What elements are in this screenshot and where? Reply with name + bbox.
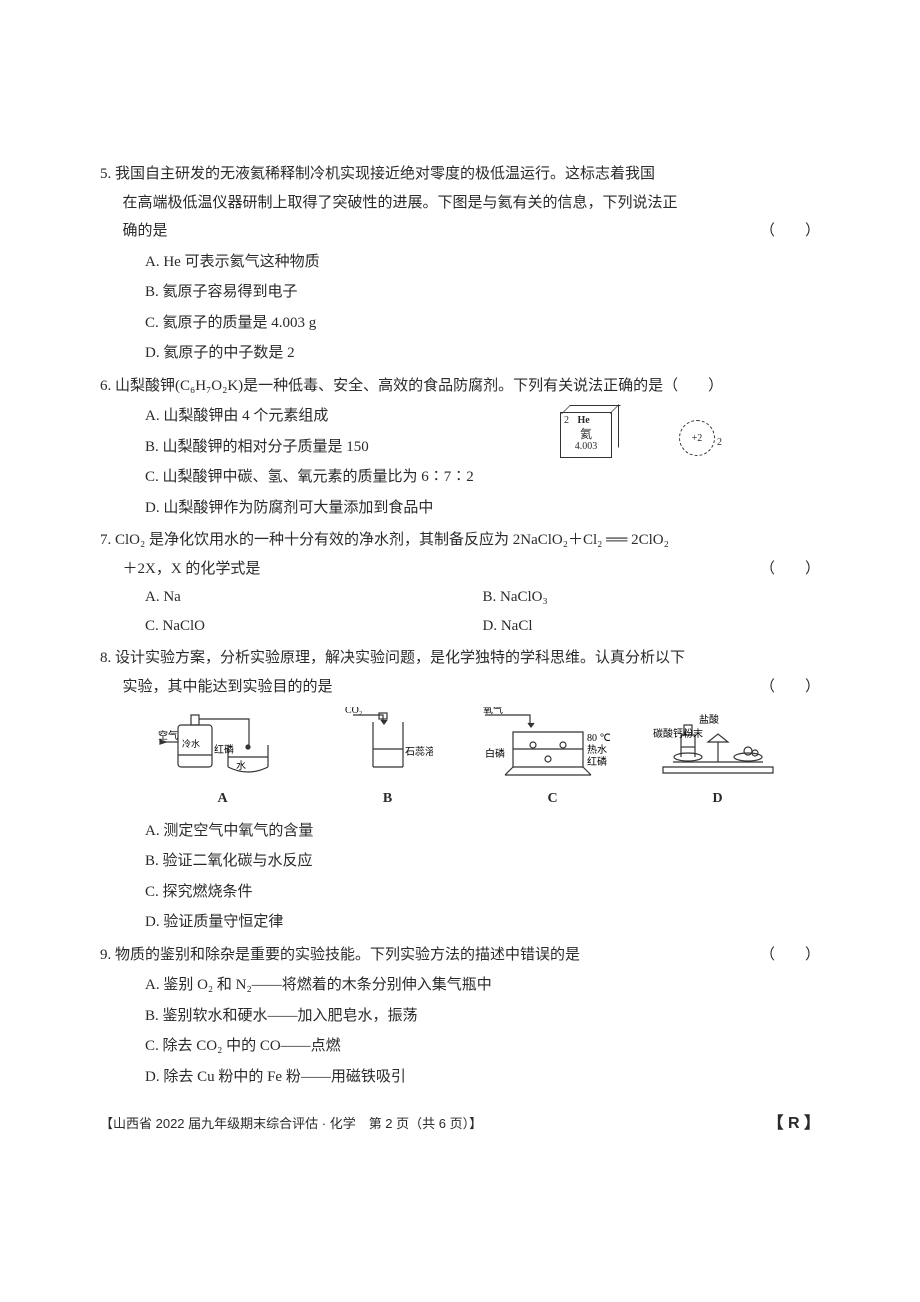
q5-stem-line3: 确的是 （ ） [100, 217, 820, 246]
question-7: 7. ClO₂ 是净化饮用水的一种十分有效的净水剂，其制备反应为 2NaClO₂… [100, 526, 820, 640]
q6-option-c: C. 山梨酸钾中碳、氢、氧元素的质量比为 6∶7∶2 [145, 463, 820, 492]
q5-option-c: C. 氦原子的质量是 4.003 g [145, 309, 820, 338]
diagram-d: 盐酸 碳酸钙粉末 D [635, 707, 800, 813]
diag-d-acid-label: 盐酸 [699, 713, 719, 726]
q8-option-b: B. 验证二氧化碳与水反应 [145, 847, 820, 876]
periodic-element-tile: 2 He 氦 4.003 [560, 412, 612, 458]
diagram-c: 氧气 80 ℃ 热水 白磷 红磷 C [470, 707, 635, 813]
q5-stem-line1: 5. 我国自主研发的无液氦稀释制冷机实现接近绝对零度的极低温运行。这标志着我国 [100, 160, 820, 189]
q9-options: A. 鉴别 O₂ 和 N₂——将燃着的木条分别伸入集气瓶中 B. 鉴别软水和硬水… [100, 971, 820, 1091]
q9-stem: 9. 物质的鉴别和除杂是重要的实验技能。下列实验方法的描述中错误的是 （ ） [100, 941, 820, 970]
diag-b-litmus-label: 石蕊溶液 [405, 745, 433, 758]
diag-c-temp-label: 80 ℃ [587, 733, 611, 744]
q9-answer-blank: （ ） [782, 941, 820, 970]
element-symbol: He [578, 415, 590, 426]
diagram-b-label: B [305, 786, 470, 813]
q9-option-a: A. 鉴别 O₂ 和 N₂——将燃着的木条分别伸入集气瓶中 [145, 971, 820, 1000]
q7-option-b: B. NaClO₃ [483, 583, 821, 612]
q7-option-d: D. NaCl [483, 612, 821, 641]
element-name: 氦 [561, 427, 611, 441]
diag-a-cold-label: 冷水 [182, 738, 200, 749]
q7-stem-text2: ＋2X，X 的化学式是 [123, 561, 261, 577]
q5-options: A. He 可表示氦气这种物质 B. 氦原子容易得到电子 C. 氦原子的质量是 … [100, 248, 820, 368]
q7-answer-blank: （ ） [760, 555, 820, 584]
q7-options-row2: C. NaClO D. NaCl [100, 612, 820, 641]
q8-answer-blank: （ ） [760, 673, 820, 702]
q6-stem: 6. 山梨酸钾(C₆H₇O₂K)是一种低毒、安全、高效的食品防腐剂。下列有关说法… [100, 372, 820, 401]
q8-stem-line1: 8. 设计实验方案，分析实验原理，解决实验问题，是化学独特的学科思维。认真分析以… [100, 644, 820, 673]
q7-stem-line1: 7. ClO₂ 是净化饮用水的一种十分有效的净水剂，其制备反应为 2NaClO₂… [100, 526, 820, 555]
diagram-d-label: D [635, 786, 800, 813]
question-5: 5. 我国自主研发的无液氦稀释制冷机实现接近绝对零度的极低温运行。这标志着我国 … [100, 160, 820, 368]
question-9: 9. 物质的鉴别和除杂是重要的实验技能。下列实验方法的描述中错误的是 （ ） A… [100, 941, 820, 1092]
diag-c-o2-label: 氧气 [483, 707, 503, 716]
footer-left: 【山西省 2022 届九年级期末综合评估 · 化学 第 2 页（共 6 页）】 [100, 1112, 482, 1137]
q9-option-b: B. 鉴别软水和硬水——加入肥皂水，振荡 [145, 1002, 820, 1031]
footer-right: 【 R 】 [768, 1109, 820, 1139]
helium-element-diagram: 2 He 氦 4.003 [560, 412, 670, 467]
atom-shell-diagram: +2 2 [679, 420, 715, 456]
q7-stem-line2: ＋2X，X 的化学式是 （ ） [100, 555, 820, 584]
diag-a-air-label: 空气 [158, 729, 178, 742]
diagram-a-svg: 空气 冷水 红磷 水 [158, 707, 288, 782]
diag-c-whitep-label: 白磷 [485, 747, 505, 760]
diag-b-co2-label: CO₂ [345, 707, 362, 716]
diagram-b: CO₂ 石蕊溶液 B [305, 707, 470, 813]
diag-c-redp-label: 红磷 [587, 755, 607, 768]
q8-stem-text2: 实验，其中能达到实验目的的是 [123, 679, 333, 695]
atomic-number: 2 [564, 415, 569, 426]
page-footer: 【山西省 2022 届九年级期末综合评估 · 化学 第 2 页（共 6 页）】 … [100, 1109, 820, 1139]
q8-stem-line2: 实验，其中能达到实验目的的是 （ ） [100, 673, 820, 702]
nucleus-charge: +2 [692, 429, 703, 448]
q7-options-row1: A. Na B. NaClO₃ [100, 583, 820, 612]
q6-option-a: A. 山梨酸钾由 4 个元素组成 [145, 402, 820, 431]
diag-a-water-label: 水 [236, 760, 246, 772]
diag-a-redp-label: 红磷 [214, 743, 234, 756]
diagram-c-label: C [470, 786, 635, 813]
q6-options: A. 山梨酸钾由 4 个元素组成 B. 山梨酸钾的相对分子质量是 150 C. … [100, 402, 820, 522]
diagram-c-svg: 氧气 80 ℃ 热水 白磷 红磷 [483, 707, 623, 782]
q8-diagrams-row: 空气 冷水 红磷 水 A CO₂ [100, 701, 820, 815]
q7-option-a: A. Na [145, 583, 483, 612]
q5-option-a: A. He 可表示氦气这种物质 [145, 248, 820, 277]
q5-option-b: B. 氦原子容易得到电子 [145, 278, 820, 307]
diagram-a-label: A [140, 786, 305, 813]
diagram-a: 空气 冷水 红磷 水 A [140, 707, 305, 813]
question-8: 8. 设计实验方案，分析实验原理，解决实验问题，是化学独特的学科思维。认真分析以… [100, 644, 820, 937]
q5-stem-line2: 在高端极低温仪器研制上取得了突破性的进展。下图是与氦有关的信息，下列说法正 [100, 189, 820, 218]
diagram-d-svg: 盐酸 碳酸钙粉末 [653, 707, 783, 782]
element-mass: 4.003 [561, 441, 611, 453]
q7-option-c: C. NaClO [145, 612, 483, 641]
q8-option-c: C. 探究燃烧条件 [145, 878, 820, 907]
q5-option-d: D. 氦原子的中子数是 2 [145, 339, 820, 368]
q5-answer-blank: （ ） [760, 217, 820, 246]
q9-option-d: D. 除去 Cu 粉中的 Fe 粉——用磁铁吸引 [145, 1063, 820, 1092]
diag-d-powder-label: 碳酸钙粉末 [653, 727, 703, 740]
q5-stem-text3: 确的是 [123, 223, 168, 239]
exam-page: 5. 我国自主研发的无液氦稀释制冷机实现接近绝对零度的极低温运行。这标志着我国 … [100, 0, 820, 1139]
q9-option-c: C. 除去 CO₂ 中的 CO——点燃 [145, 1032, 820, 1061]
diag-c-hot-label: 热水 [587, 743, 607, 756]
diagram-b-svg: CO₂ 石蕊溶液 [343, 707, 433, 782]
q6-option-d: D. 山梨酸钾作为防腐剂可大量添加到食品中 [145, 494, 820, 523]
q9-stem-text: 9. 物质的鉴别和除杂是重要的实验技能。下列实验方法的描述中错误的是 [100, 947, 580, 963]
q8-option-a: A. 测定空气中氧气的含量 [145, 817, 820, 846]
q8-options: A. 测定空气中氧气的含量 B. 验证二氧化碳与水反应 C. 探究燃烧条件 D.… [100, 817, 820, 937]
q8-option-d: D. 验证质量守恒定律 [145, 908, 820, 937]
